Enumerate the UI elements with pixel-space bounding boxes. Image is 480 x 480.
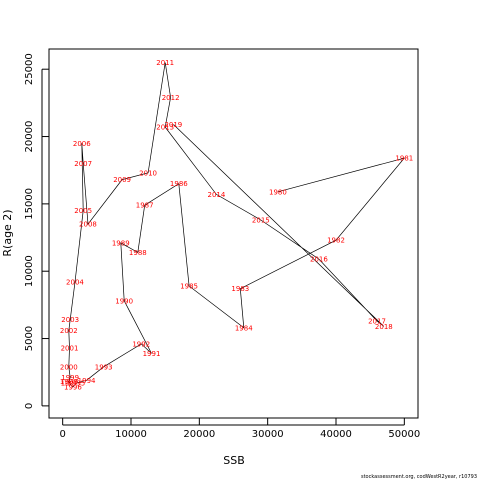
point-label-2015: 2015	[252, 217, 270, 225]
point-label-2011: 2011	[156, 59, 174, 67]
x-tick-label: 30000	[252, 429, 284, 440]
point-label-1992: 1992	[132, 340, 150, 348]
y-tick-label: 15000	[24, 188, 35, 220]
point-label-2009: 2009	[113, 176, 131, 184]
y-tick-label: 5000	[24, 326, 35, 351]
point-label-1980: 1980	[269, 188, 287, 196]
y-axis-title: R(age 2)	[1, 209, 14, 256]
point-label-1984: 1984	[235, 324, 253, 332]
y-tick-label: 25000	[24, 53, 35, 85]
point-label-2002: 2002	[60, 327, 78, 335]
point-label-1993: 1993	[95, 363, 113, 371]
point-label-2007: 2007	[74, 160, 92, 168]
point-label-2004: 2004	[66, 278, 84, 286]
x-tick-label: 40000	[320, 429, 352, 440]
point-label-2018: 2018	[375, 323, 393, 331]
point-labels: 1980 1981 1982 1983 1984 1985 1986 1987 1988 1989…	[60, 59, 413, 392]
x-tick-label: 10000	[115, 429, 147, 440]
x-axis: 0 10000 20000 30000 40000 50000	[59, 418, 420, 440]
point-label-2005: 2005	[74, 207, 92, 215]
point-label-1987: 1987	[136, 202, 154, 210]
y-tick-label: 10000	[24, 255, 35, 287]
point-label-1996: 1996	[64, 384, 82, 392]
point-label-1983: 1983	[231, 285, 249, 293]
point-label-1988: 1988	[129, 249, 147, 257]
series-line	[68, 62, 406, 388]
y-tick-label: 20000	[24, 121, 35, 153]
point-label-2003: 2003	[61, 316, 79, 324]
point-label-1995: 1995	[67, 379, 85, 387]
point-label-2014: 2014	[208, 191, 226, 199]
point-label-2013: 2013	[156, 124, 174, 132]
y-tick-label: 0	[24, 403, 35, 409]
point-label-2012: 2012	[162, 94, 180, 102]
point-label-1982: 1982	[327, 237, 345, 245]
point-label-2006: 2006	[73, 140, 91, 148]
y-axis: 0 5000 10000 15000 20000 25000	[24, 53, 49, 409]
x-axis-title: SSB	[223, 454, 245, 467]
x-tick-label: 20000	[183, 429, 215, 440]
point-label-2017: 2017	[368, 318, 386, 326]
point-label-2001: 2001	[61, 344, 79, 352]
point-label-2008: 2008	[79, 221, 97, 229]
point-label-1981: 1981	[395, 155, 413, 163]
point-label-1986: 1986	[170, 180, 188, 188]
point-label-1998: 1998	[60, 378, 78, 386]
point-label-2016: 2016	[310, 256, 328, 264]
point-label-1991: 1991	[143, 350, 161, 358]
point-label-2010: 2010	[139, 169, 157, 177]
point-label-2000: 2000	[60, 363, 78, 371]
x-tick-label: 0	[59, 429, 65, 440]
plot-box	[48, 48, 419, 419]
point-label-1990: 1990	[115, 297, 133, 305]
point-label-1997: 1997	[61, 379, 79, 387]
point-label-1985: 1985	[180, 283, 198, 291]
point-label-1989: 1989	[112, 239, 130, 247]
source-credit: stockassessment.org, codWestR2year, r107…	[361, 474, 477, 480]
point-label-2019: 2019	[164, 121, 182, 129]
x-tick-label: 50000	[388, 429, 420, 440]
point-label-1994: 1994	[78, 377, 96, 385]
point-label-1999: 1999	[61, 374, 79, 382]
